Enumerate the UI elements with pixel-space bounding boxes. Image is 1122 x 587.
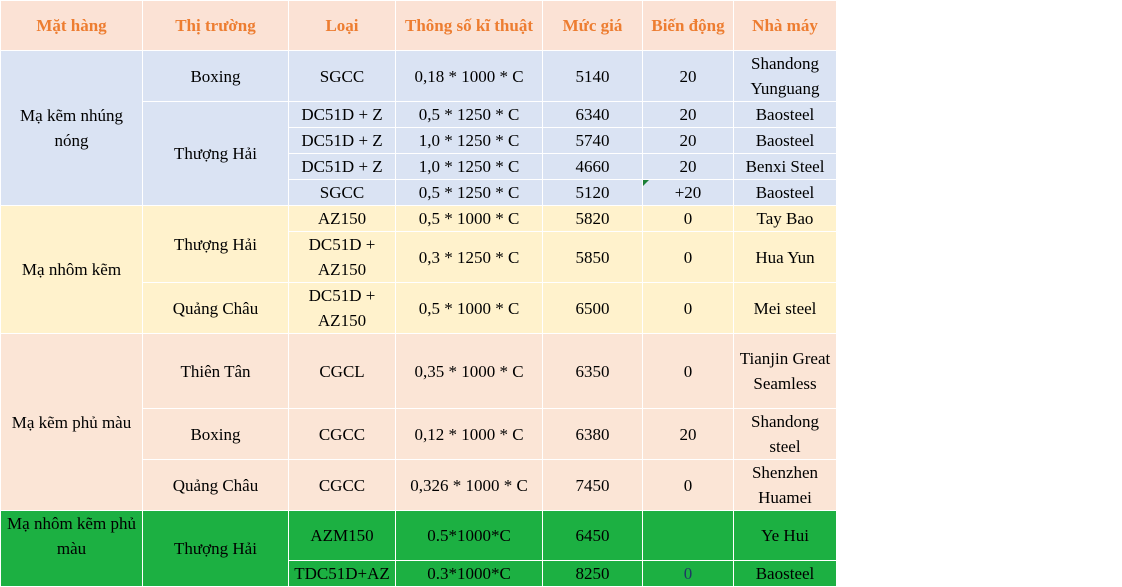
group-hot-dip: Mạ kẽm nhúng nóng bbox=[0, 50, 143, 206]
table-row: SGCC 0,5 * 1250 * C 5120 +20 Baosteel bbox=[1, 179, 837, 206]
table-row: Quảng Châu DC51D + AZ150 0,5 * 1000 * C … bbox=[1, 282, 837, 334]
change-cell bbox=[642, 510, 734, 561]
factory-cell: Shandong Yunguang bbox=[733, 50, 837, 102]
factory-cell: Benxi Steel bbox=[733, 153, 837, 180]
group-color-zn: Mạ kẽm phủ màu bbox=[0, 333, 143, 511]
table-row: Thượng Hải DC51D + Z 0,5 * 1250 * C 6340… bbox=[1, 101, 837, 206]
price-cell: 8250 bbox=[542, 560, 643, 587]
factory-cell: Baosteel bbox=[733, 179, 837, 206]
change-cell: 0 bbox=[642, 282, 734, 334]
spec-cell: 0,5 * 1000 * C bbox=[395, 205, 543, 232]
market-cell: Thượng Hải bbox=[142, 510, 289, 587]
change-cell: 20 bbox=[642, 101, 734, 128]
spec-cell: 0.5*1000*C bbox=[395, 510, 543, 561]
type-cell: CGCC bbox=[288, 459, 396, 511]
change-cell: 20 bbox=[642, 50, 734, 102]
group-color-alzn: Mạ nhôm kẽm phủ màu bbox=[0, 510, 143, 587]
price-cell: 6350 bbox=[542, 333, 643, 409]
price-cell: 6340 bbox=[542, 101, 643, 128]
spec-cell: 0,5 * 1250 * C bbox=[395, 101, 543, 128]
change-cell: 0 bbox=[642, 333, 734, 409]
type-cell: DC51D + AZ150 bbox=[288, 231, 396, 283]
type-cell: DC51D + Z bbox=[288, 101, 396, 128]
market-cell: Thượng Hải bbox=[142, 101, 289, 206]
table-row: Mạ nhôm kẽm Thượng Hải AZ150 0,5 * 1000 … bbox=[0, 205, 837, 334]
factory-cell: Tianjin Great Seamless bbox=[733, 333, 837, 409]
header-spec: Thông số kĩ thuật bbox=[395, 0, 543, 51]
spec-cell: 0,35 * 1000 * C bbox=[395, 333, 543, 409]
change-cell: 20 bbox=[642, 408, 734, 460]
type-cell: DC51D + AZ150 bbox=[288, 282, 396, 334]
change-cell: 0 bbox=[642, 560, 734, 587]
factory-cell: Hua Yun bbox=[733, 231, 837, 283]
header-product: Mặt hàng bbox=[0, 0, 143, 51]
change-cell: 0 bbox=[642, 459, 734, 511]
price-cell: 4660 bbox=[542, 153, 643, 180]
factory-cell: Ye Hui bbox=[733, 510, 837, 561]
spec-cell: 0,12 * 1000 * C bbox=[395, 408, 543, 460]
price-cell: 6450 bbox=[542, 510, 643, 561]
spec-cell: 1,0 * 1250 * C bbox=[395, 153, 543, 180]
type-cell: DC51D + Z bbox=[288, 153, 396, 180]
market-cell: Boxing bbox=[142, 50, 289, 102]
table-row: DC51D + AZ150 0,3 * 1250 * C 5850 0 Hua … bbox=[1, 231, 837, 283]
header-change: Biến động bbox=[642, 0, 734, 51]
change-cell: 0 bbox=[642, 231, 734, 283]
change-cell: 20 bbox=[642, 127, 734, 154]
price-cell: 5820 bbox=[542, 205, 643, 232]
type-cell: TDC51D+AZ bbox=[288, 560, 396, 587]
spec-cell: 0,3 * 1250 * C bbox=[395, 231, 543, 283]
spec-cell: 0,5 * 1250 * C bbox=[395, 179, 543, 206]
table-row: Mạ kẽm nhúng nóng Boxing SGCC 0,18 * 100… bbox=[0, 50, 837, 206]
market-cell: Quảng Châu bbox=[142, 282, 289, 334]
factory-cell: Tay Bao bbox=[733, 205, 837, 232]
price-cell: 6380 bbox=[542, 408, 643, 460]
type-cell: DC51D + Z bbox=[288, 127, 396, 154]
market-cell: Boxing bbox=[142, 408, 289, 460]
market-cell: Thiên Tân bbox=[142, 333, 289, 409]
price-cell: 5120 bbox=[542, 179, 643, 206]
change-cell: 0 bbox=[642, 205, 734, 232]
factory-cell: Baosteel bbox=[733, 101, 837, 128]
market-cell: Quảng Châu bbox=[142, 459, 289, 511]
factory-cell: Shenzhen Huamei bbox=[733, 459, 837, 511]
table-row: DC51D + Z 1,0 * 1250 * C 5740 20 Baostee… bbox=[1, 127, 837, 154]
factory-cell: Mei steel bbox=[733, 282, 837, 334]
header-price: Mức giá bbox=[542, 0, 643, 51]
type-cell: SGCC bbox=[288, 50, 396, 102]
spec-cell: 0,5 * 1000 * C bbox=[395, 282, 543, 334]
header-factory: Nhà máy bbox=[733, 0, 837, 51]
factory-cell: Baosteel bbox=[733, 127, 837, 154]
type-cell: AZ150 bbox=[288, 205, 396, 232]
table-row: Boxing CGCC 0,12 * 1000 * C 6380 20 Shan… bbox=[1, 408, 837, 460]
type-cell: AZM150 bbox=[288, 510, 396, 561]
table-row: Quảng Châu CGCC 0,326 * 1000 * C 7450 0 … bbox=[1, 459, 837, 511]
group-al-zn: Mạ nhôm kẽm bbox=[0, 205, 143, 334]
price-cell: 5850 bbox=[542, 231, 643, 283]
spec-cell: 0.3*1000*C bbox=[395, 560, 543, 587]
spec-cell: 1,0 * 1250 * C bbox=[395, 127, 543, 154]
type-cell: CGCC bbox=[288, 408, 396, 460]
spec-cell: 0,18 * 1000 * C bbox=[395, 50, 543, 102]
price-cell: 7450 bbox=[542, 459, 643, 511]
factory-cell: Baosteel bbox=[733, 560, 837, 587]
spec-cell: 0,326 * 1000 * C bbox=[395, 459, 543, 511]
market-cell: Thượng Hải bbox=[142, 205, 289, 283]
table-row: Mạ nhôm kẽm phủ màu Thượng Hải AZM150 0.… bbox=[0, 510, 837, 587]
table-row: Mạ kẽm phủ màu Thiên Tân CGCL 0,35 * 100… bbox=[0, 333, 837, 511]
header-type: Loại bbox=[288, 0, 396, 51]
price-cell: 5140 bbox=[542, 50, 643, 102]
factory-cell: Shandong steel bbox=[733, 408, 837, 460]
price-cell: 6500 bbox=[542, 282, 643, 334]
price-table: Mặt hàng Thị trường Loại Thông số kĩ thu… bbox=[0, 0, 837, 587]
header-row: Mặt hàng Thị trường Loại Thông số kĩ thu… bbox=[0, 0, 837, 51]
table-row: DC51D + Z 1,0 * 1250 * C 4660 20 Benxi S… bbox=[1, 153, 837, 180]
change-cell: 20 bbox=[642, 153, 734, 180]
change-cell: +20 bbox=[642, 179, 734, 206]
type-cell: CGCL bbox=[288, 333, 396, 409]
header-market: Thị trường bbox=[142, 0, 289, 51]
price-cell: 5740 bbox=[542, 127, 643, 154]
type-cell: SGCC bbox=[288, 179, 396, 206]
